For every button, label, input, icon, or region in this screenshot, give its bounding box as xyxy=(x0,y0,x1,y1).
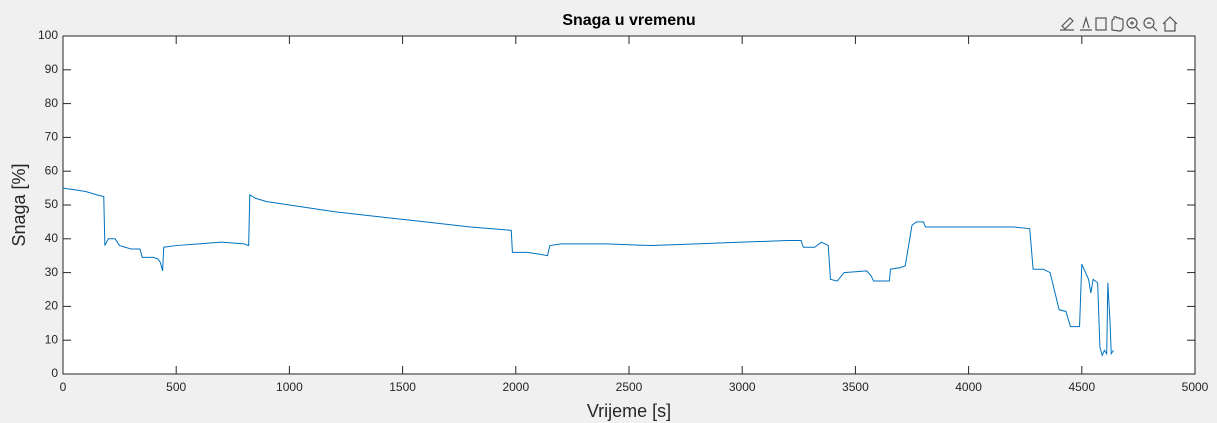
y-tick-label: 50 xyxy=(45,197,59,211)
x-tick-label: 500 xyxy=(166,380,186,394)
x-tick-label: 3500 xyxy=(842,380,869,394)
y-tick-label: 40 xyxy=(45,231,59,245)
x-tick-label: 5000 xyxy=(1182,380,1209,394)
zoom-out-glyph xyxy=(1147,22,1158,32)
y-tick-label: 10 xyxy=(45,332,59,346)
axes-box xyxy=(62,35,1196,375)
y-axis-label: Snaga [%] xyxy=(9,163,29,246)
y-tick-label: 20 xyxy=(45,299,59,313)
y-tick-label: 80 xyxy=(45,96,59,110)
x-axis-label: Vrijeme [s] xyxy=(587,401,671,421)
x-tick-label: 4500 xyxy=(1068,380,1095,394)
home-icon[interactable] xyxy=(1162,16,1178,32)
pan-icon[interactable] xyxy=(1111,16,1124,32)
y-tick-label: 90 xyxy=(45,62,59,76)
brush-icon[interactable] xyxy=(1060,17,1074,31)
x-tick-label: 1000 xyxy=(276,380,303,394)
x-tick-label: 2000 xyxy=(502,380,529,394)
zoom-in-glyph xyxy=(1130,21,1141,32)
legend-icon[interactable] xyxy=(1095,17,1107,31)
zoom-out-icon[interactable] xyxy=(1143,17,1155,29)
x-tick-label: 1500 xyxy=(389,380,416,394)
y-tick-label: 100 xyxy=(38,28,58,42)
zoom-in-icon[interactable] xyxy=(1126,17,1138,29)
data-line xyxy=(62,187,1114,357)
x-tick-label: 0 xyxy=(60,380,67,394)
toolbar[interactable] xyxy=(1060,15,1178,32)
y-tick-label: 60 xyxy=(45,163,59,177)
x-tick-label: 2500 xyxy=(616,380,643,394)
y-tick-label: 70 xyxy=(45,130,59,144)
x-tick-label: 3000 xyxy=(729,380,756,394)
y-tick-label: 30 xyxy=(45,265,59,279)
datatip-icon[interactable] xyxy=(1080,15,1092,31)
x-tick-label: 4000 xyxy=(955,380,982,394)
y-tick-label: 0 xyxy=(51,366,58,380)
chart-title: Snaga u vremenu xyxy=(562,12,695,29)
